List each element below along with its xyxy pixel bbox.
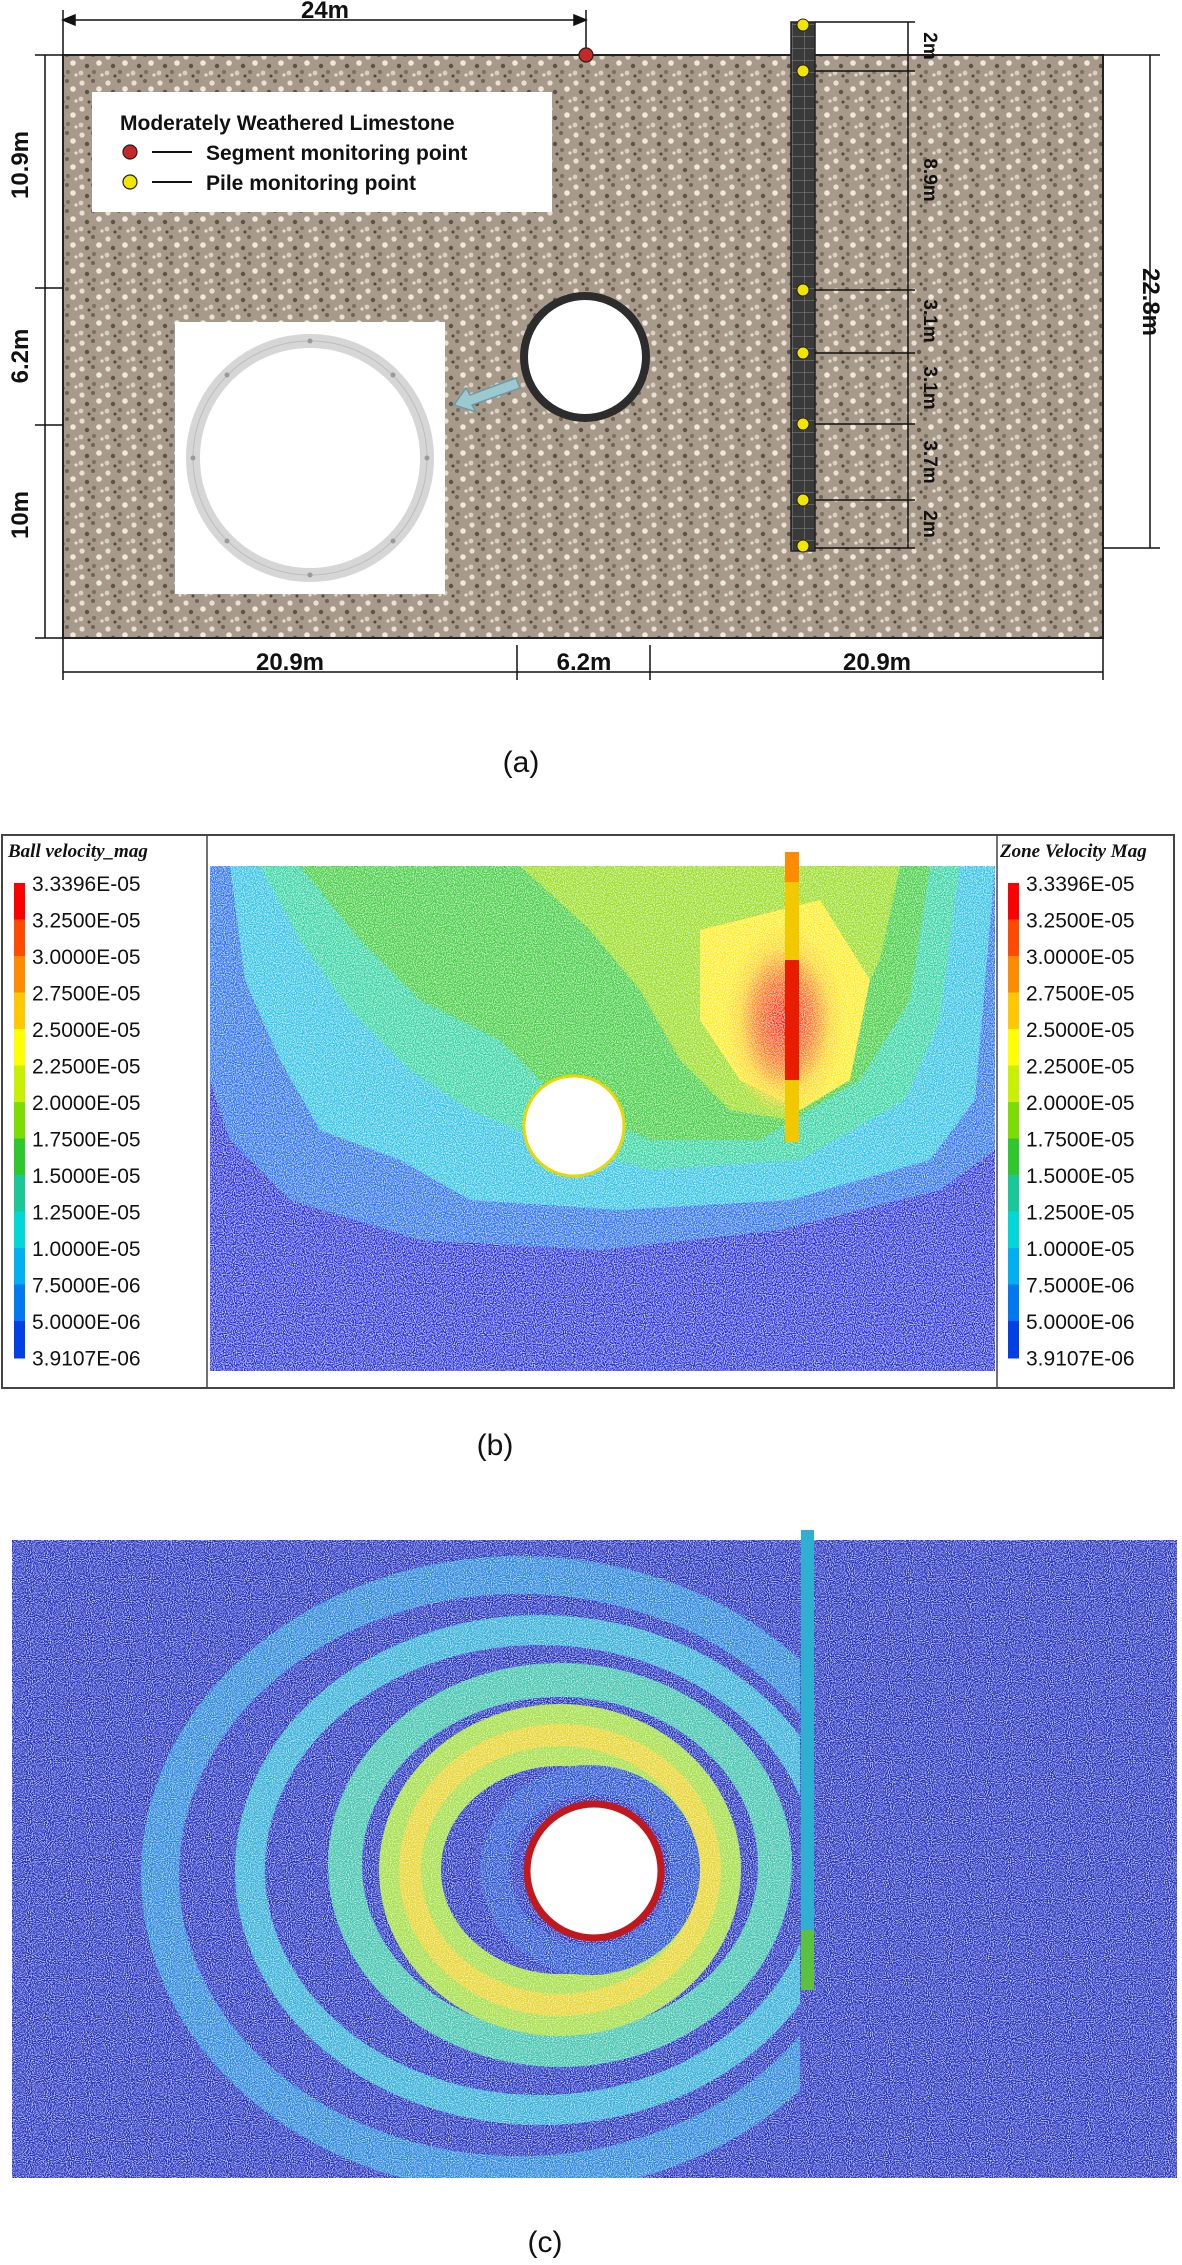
inset-arrow-icon	[452, 377, 521, 414]
colorbar-label: 2.5000E-05	[1026, 1019, 1135, 1042]
colorbar-label: 3.0000E-05	[32, 946, 141, 969]
colorbar-label: 3.2500E-05	[1026, 910, 1135, 933]
model-geometry-diagram: Moderately Weathered Limestone Segment m…	[7, 0, 1164, 779]
colorbar-label: 2.2500E-05	[32, 1056, 141, 1079]
velocity-contour-figure: 3.3396E-05 3.2500E-05 3.0000E-05 2.7500E-05…	[1, 834, 1175, 1462]
left-colorbar: 3.3396E-05 3.2500E-05 3.0000E-05 2.7500E-05…	[14, 873, 141, 1371]
colorbar-label: 1.0000E-05	[1026, 1238, 1135, 1261]
colorbar-swatch	[1008, 1175, 1019, 1213]
colorbar-swatch	[1008, 1065, 1019, 1103]
colorbar-label: 3.2500E-05	[32, 910, 141, 933]
colorbar-swatch	[14, 956, 25, 994]
dim-left-bottom: 10m	[7, 491, 34, 539]
legend-item-pile: Pile monitoring point	[206, 172, 416, 195]
colorbar-label: 1.7500E-05	[32, 1129, 141, 1152]
dim-bottom-mid: 6.2m	[557, 649, 612, 676]
colorbar-label: 1.5000E-05	[32, 1165, 141, 1188]
colorbar-label: 2.0000E-05	[32, 1092, 141, 1115]
colorbar-swatch	[14, 919, 25, 957]
right-colorbar-title: Zone Velocity Mag	[999, 841, 1147, 862]
colorbar-swatch	[14, 992, 25, 1030]
dim-top: 24m	[301, 0, 349, 24]
left-colorbar-title: Ball velocity_mag	[7, 841, 148, 862]
colorbar-swatch	[1008, 956, 1019, 994]
colorbar-swatch	[14, 1102, 25, 1140]
colorbar-swatch	[1008, 1102, 1019, 1140]
colorbar-swatch	[14, 1029, 25, 1067]
segment-monitoring-point	[578, 47, 594, 63]
colorbar-label: 1.0000E-05	[32, 1238, 141, 1261]
colorbar-label: 2.5000E-05	[32, 1019, 141, 1042]
colorbar-swatch	[14, 1065, 25, 1103]
right-colorbar: 3.3396E-05 3.2500E-05 3.0000E-05 2.7500E-05…	[1008, 873, 1135, 1371]
colorbar-swatch	[1008, 883, 1019, 921]
dim-right: 22.8m	[1137, 268, 1164, 336]
colorbar-swatch	[14, 883, 25, 921]
dim-left-top: 10.9m	[7, 131, 34, 199]
colorbar-label: 2.2500E-05	[1026, 1056, 1135, 1079]
colorbar-label: 3.3396E-05	[32, 873, 141, 896]
colorbar-label: 2.7500E-05	[1026, 983, 1135, 1006]
colorbar-label: 1.5000E-05	[1026, 1165, 1135, 1188]
pile-monitoring-points	[796, 18, 810, 553]
colorbar-swatch	[14, 1175, 25, 1213]
colorbar-swatch	[1008, 1211, 1019, 1249]
colorbar-label: 1.7500E-05	[1026, 1129, 1135, 1152]
panel-b-velocity-contour: 3.3396E-05 3.2500E-05 3.0000E-05 2.7500E-05…	[0, 780, 1182, 1530]
colorbar-label: 3.0000E-05	[1026, 946, 1135, 969]
dim-bottom-left: 20.9m	[256, 649, 324, 676]
colorbar-swatch	[1008, 1248, 1019, 1286]
dim-pile-4: 3.1m	[919, 366, 940, 409]
colorbar-label: 3.9107E-06	[32, 1348, 141, 1371]
dim-pile-2: 8.9m	[919, 158, 940, 201]
colorbar-swatch	[1008, 992, 1019, 1030]
colorbar-swatch	[14, 1284, 25, 1322]
legend-item-segment: Segment monitoring point	[206, 142, 467, 165]
caption-c: (c)	[528, 2226, 563, 2259]
colorbar-label: 3.9107E-06	[1026, 1348, 1135, 1371]
dim-pile-5: 3.7m	[919, 440, 940, 483]
colorbar-label: 2.7500E-05	[32, 983, 141, 1006]
segment-ring-inset	[175, 322, 445, 594]
colorbar-label: 5.0000E-06	[1026, 1311, 1135, 1334]
colorbar-label: 7.5000E-06	[1026, 1275, 1135, 1298]
pile-point-icon	[122, 174, 138, 190]
colorbar-label: 1.2500E-05	[32, 1202, 141, 1225]
dim-left-mid: 6.2m	[7, 329, 34, 384]
colorbar-label: 3.3396E-05	[1026, 873, 1135, 896]
caption-a: (a)	[503, 746, 540, 779]
colorbar-label: 1.2500E-05	[1026, 1202, 1135, 1225]
dim-pile-6: 2m	[919, 510, 940, 537]
dim-pile-3: 3.1m	[919, 299, 940, 342]
colorbar-swatch	[14, 1248, 25, 1286]
legend-title: Moderately Weathered Limestone	[120, 112, 455, 135]
colorbar-label: 2.0000E-05	[1026, 1092, 1135, 1115]
colorbar-swatch	[1008, 1284, 1019, 1322]
pile-displacement	[801, 1530, 814, 1990]
panel-c-displacement-field: (c)	[0, 1530, 1182, 2265]
colorbar-label: 5.0000E-06	[32, 1311, 141, 1334]
colorbar-swatch	[14, 1321, 25, 1359]
segment-point-icon	[122, 144, 138, 160]
colorbar-swatch	[14, 1211, 25, 1249]
legend: Moderately Weathered Limestone Segment m…	[92, 92, 552, 212]
tunnel-ring	[523, 1800, 665, 1942]
colorbar-swatch	[1008, 919, 1019, 957]
dim-pile-1: 2m	[919, 32, 940, 59]
colorbar-swatch	[1008, 1138, 1019, 1176]
dim-bottom-right: 20.9m	[843, 649, 911, 676]
displacement-field-figure: (c)	[12, 1530, 1177, 2259]
panel-a-model-geometry: Moderately Weathered Limestone Segment m…	[0, 0, 1182, 780]
colorbar-label: 7.5000E-06	[32, 1275, 141, 1298]
colorbar-swatch	[1008, 1321, 1019, 1359]
colorbar-swatch	[14, 1138, 25, 1176]
tunnel	[520, 292, 650, 422]
tunnel-opening	[522, 1074, 626, 1178]
caption-b: (b)	[477, 1429, 514, 1462]
colorbar-swatch	[1008, 1029, 1019, 1067]
